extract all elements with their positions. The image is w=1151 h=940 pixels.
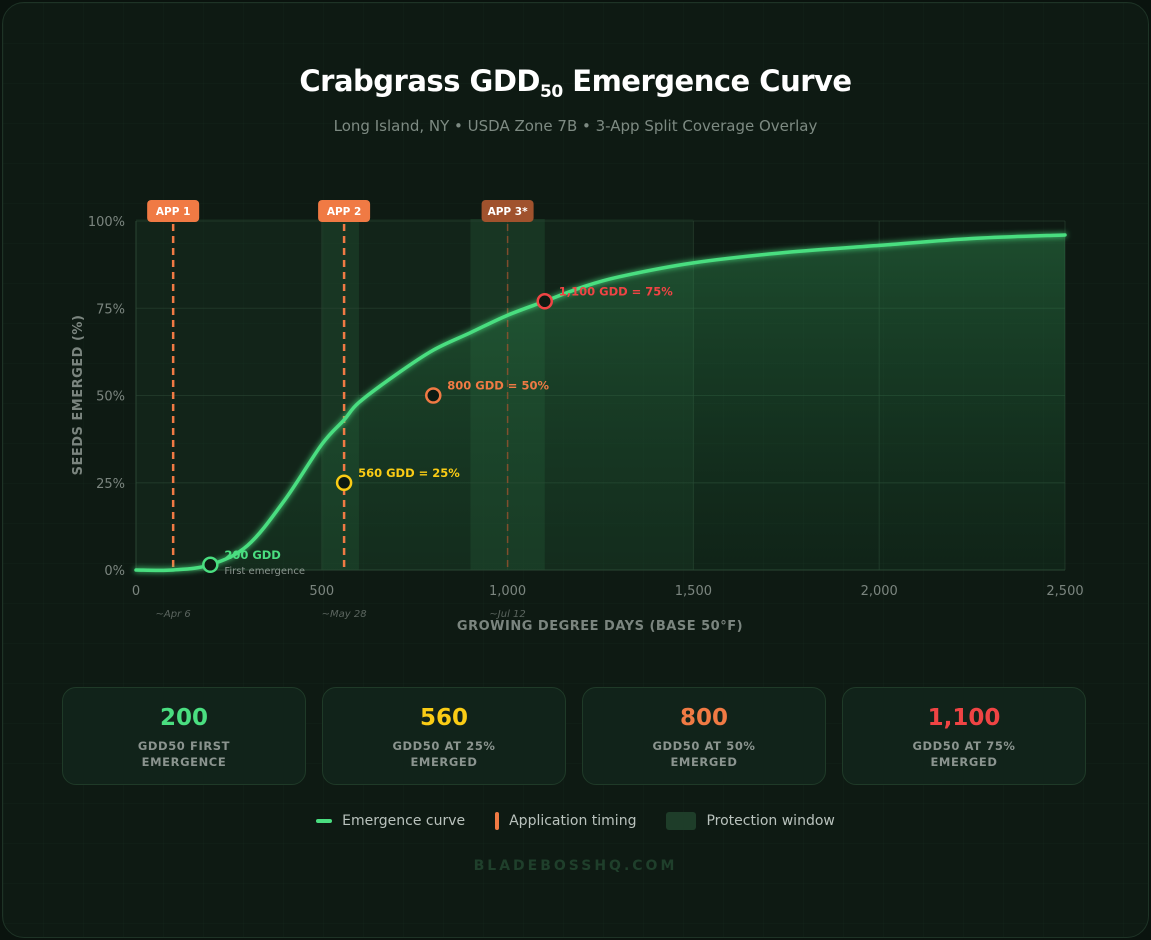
legend-item-curve: Emergence curve — [316, 813, 465, 829]
legend-item-application: Application timing — [495, 812, 636, 830]
data-point-sublabel: First emergence — [224, 566, 305, 577]
data-point-label: 1,100 GDD = 75% — [559, 284, 674, 298]
stat-card: 200 GDD50 FIRST EMERGENCE — [62, 687, 306, 785]
legend-label: Emergence curve — [342, 813, 466, 829]
stat-card: 800 GDD50 AT 50% EMERGED — [582, 687, 826, 785]
application-date: ~May 28 — [322, 609, 367, 620]
stat-value: 200 — [159, 705, 208, 731]
stat-value: 800 — [679, 705, 728, 731]
chart-subtitle: Long Island, NY • USDA Zone 7B • 3-App S… — [333, 117, 818, 135]
application-badge-label: APP 3* — [488, 206, 528, 218]
x-tick-label: 500 — [309, 584, 334, 599]
y-tick-label: 0% — [104, 564, 125, 579]
data-point-label: 560 GDD = 25% — [358, 466, 460, 480]
curve-swatch-icon — [316, 819, 333, 823]
application-date: ~Jul 12 — [489, 609, 525, 620]
stat-label: GDD50 AT 75% EMERGED — [912, 739, 1016, 769]
application-badge — [481, 200, 534, 222]
stat-card: 1,100 GDD50 AT 75% EMERGED — [842, 687, 1086, 785]
x-tick-label: 1,000 — [489, 584, 526, 599]
application-badge — [147, 200, 200, 222]
application-badge — [318, 200, 371, 222]
application-badge-label: APP 2 — [327, 206, 361, 218]
y-axis-label: SEEDS EMERGED (%) — [71, 315, 86, 476]
x-tick-label: 1,500 — [675, 584, 712, 599]
data-point-marker — [536, 293, 554, 310]
y-tick-label: 100% — [88, 215, 125, 230]
stat-card: 560 GDD50 AT 25% EMERGED — [322, 687, 566, 785]
legend-label: Protection window — [706, 813, 835, 829]
curve-area-fill — [136, 234, 1065, 571]
data-point-label: 800 GDD = 50% — [447, 379, 549, 393]
stat-label: GDD50 AT 50% EMERGED — [652, 739, 756, 769]
stat-label: GDD50 AT 25% EMERGED — [392, 739, 496, 769]
application-date: ~Apr 6 — [156, 609, 191, 620]
stat-value: 560 — [419, 705, 468, 731]
application-badge-label: APP 1 — [156, 206, 190, 218]
data-point-marker — [425, 387, 442, 404]
stat-value: 1,100 — [927, 705, 1001, 731]
x-tick-label: 2,000 — [861, 584, 898, 599]
application-swatch-icon — [495, 812, 500, 830]
data-point-label: 200 GDD — [224, 548, 281, 562]
legend-label: Application timing — [509, 813, 637, 829]
y-tick-label: 50% — [96, 390, 125, 405]
footer-brand: BLADEBOSSHQ.COM — [473, 858, 678, 874]
x-tick-label: 2,500 — [1046, 584, 1083, 599]
stat-label: GDD50 FIRST EMERGENCE — [137, 739, 231, 769]
data-point-marker — [202, 556, 219, 574]
chart-title: Crabgrass GDD50 Emergence Curve — [299, 64, 852, 102]
emergence-curve-line — [134, 233, 1067, 573]
x-tick-label: 0 — [132, 584, 140, 599]
y-tick-label: 25% — [96, 477, 125, 492]
window-swatch-icon — [666, 812, 697, 830]
y-tick-label: 75% — [96, 302, 125, 317]
x-axis-label: GROWING DEGREE DAYS (BASE 50°F) — [457, 619, 743, 634]
legend-item-window: Protection window — [666, 812, 835, 830]
legend: Emergence curve Application timing Prote… — [0, 812, 1151, 830]
data-point-marker — [335, 474, 353, 491]
stat-cards: 200 GDD50 FIRST EMERGENCE 560 GDD50 AT 25%… — [62, 687, 1086, 785]
